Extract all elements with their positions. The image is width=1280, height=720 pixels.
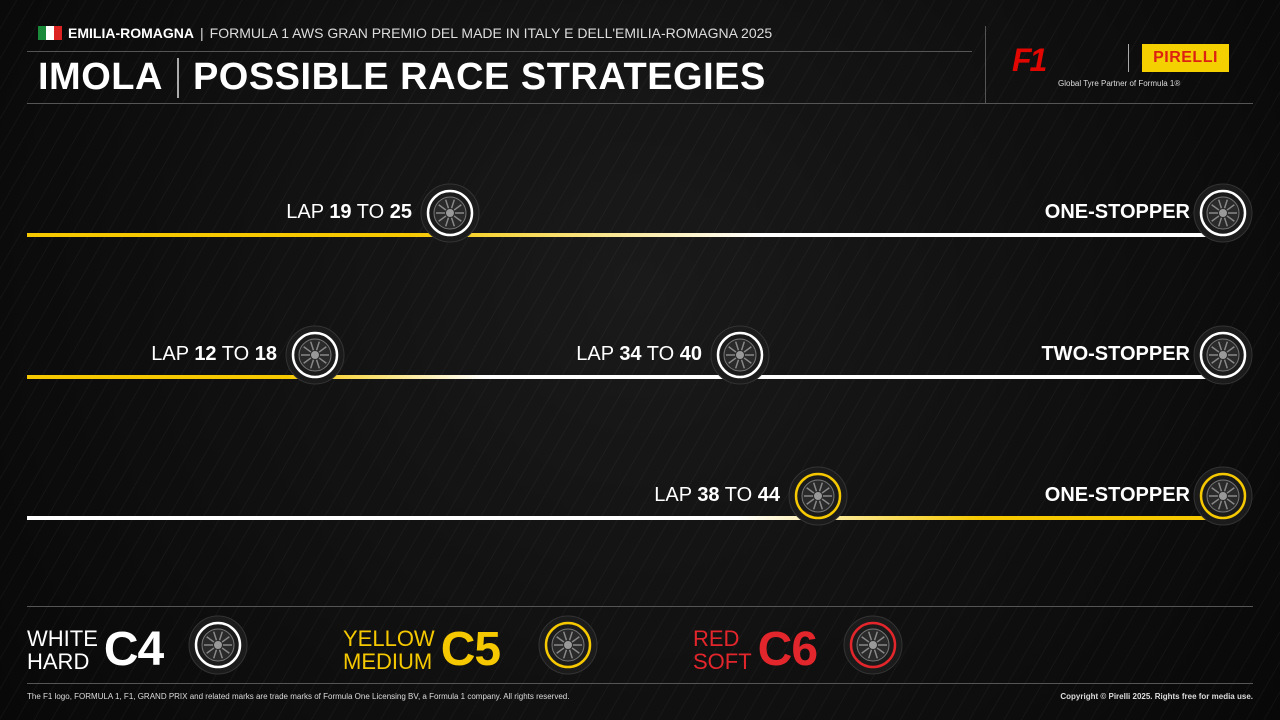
lap-from: 19: [329, 201, 352, 223]
legend-tyre-icon: [538, 615, 598, 675]
legend-tyre-icon: [188, 615, 248, 675]
divider: [27, 51, 972, 52]
divider: [27, 683, 1253, 684]
lap-from: 34: [619, 343, 642, 365]
lap-to: 44: [757, 484, 780, 506]
pit-window-label: LAP 12 TO 18: [17, 343, 277, 366]
legend-type: MEDIUM: [343, 648, 433, 674]
strategy-name: ONE-STOPPER: [1044, 201, 1190, 223]
legend-item-soft: RED SOFT C6: [693, 622, 818, 677]
legend-type: HARD: [27, 648, 90, 674]
to-word: TO: [221, 343, 250, 365]
legend-tyre-icon: [843, 615, 903, 675]
strategy-name: TWO-STOPPER: [1041, 343, 1190, 365]
legend-compound: C4: [103, 623, 164, 676]
legend-compound: C5: [440, 623, 501, 676]
subheader: EMILIA-ROMAGNA | FORMULA 1 AWS GRAN PREM…: [38, 25, 772, 41]
lap-word: LAP: [576, 343, 614, 365]
lap-from: 38: [697, 484, 720, 506]
strategy-timeline: [27, 516, 1225, 520]
to-word: TO: [724, 484, 753, 506]
divider: [27, 606, 1253, 607]
divider: [1128, 44, 1129, 72]
final-tyre-icon: [1193, 325, 1253, 385]
strategy-name: ONE-STOPPER: [1044, 484, 1190, 506]
lap-word: LAP: [654, 484, 692, 506]
strategy-timeline: [27, 375, 1225, 379]
lap-word: LAP: [286, 201, 324, 223]
final-tyre-icon: [1193, 183, 1253, 243]
pit-window-label: LAP 34 TO 40: [442, 343, 702, 366]
italy-flag-icon: [38, 26, 62, 40]
footer-disclaimer: The F1 logo, FORMULA 1, F1, GRAND PRIX a…: [27, 692, 570, 701]
legend-item-medium: YELLOW MEDIUM C5: [343, 622, 501, 677]
lap-from: 12: [194, 343, 217, 365]
pit-stop-tyre-icon: [420, 183, 480, 243]
legend-type: SOFT: [693, 648, 752, 674]
tagline: Global Tyre Partner of Formula 1®: [1058, 79, 1181, 88]
lap-word: LAP: [151, 343, 189, 365]
region: EMILIA-ROMAGNA: [68, 25, 194, 41]
pit-stop-tyre-icon: [285, 325, 345, 385]
footer-copyright: Copyright © Pirelli 2025. Rights free fo…: [1060, 692, 1253, 701]
divider: [176, 57, 179, 98]
strategy-timeline: [27, 233, 1225, 237]
pit-window-label: LAP 38 TO 44: [520, 484, 780, 507]
lap-to: 25: [389, 201, 412, 223]
pirelli-logo: PIRELLI: [1142, 44, 1229, 72]
lap-to: 18: [254, 343, 277, 365]
legend-color: WHITE: [27, 625, 98, 651]
f1-logo: F1: [1012, 42, 1047, 78]
pit-window-label: LAP 19 TO 25: [152, 201, 412, 224]
to-word: TO: [356, 201, 385, 223]
pit-stop-tyre-icon: [788, 466, 848, 526]
circuit-name: IMOLA: [38, 56, 163, 98]
divider: |: [200, 25, 204, 41]
legend-color: RED: [693, 625, 740, 651]
title: POSSIBLE RACE STRATEGIES: [192, 56, 766, 98]
legend-compound: C6: [757, 623, 818, 676]
divider: [27, 103, 1253, 104]
lap-to: 40: [679, 343, 702, 365]
divider: [985, 26, 986, 104]
legend-item-hard: WHITE HARD C4: [27, 622, 164, 677]
to-word: TO: [646, 343, 675, 365]
legend-color: YELLOW: [343, 625, 435, 651]
event-name: FORMULA 1 AWS GRAN PREMIO DEL MADE IN IT…: [209, 25, 773, 41]
pit-stop-tyre-icon: [710, 325, 770, 385]
page-title: IMOLA POSSIBLE RACE STRATEGIES: [38, 56, 766, 99]
final-tyre-icon: [1193, 466, 1253, 526]
